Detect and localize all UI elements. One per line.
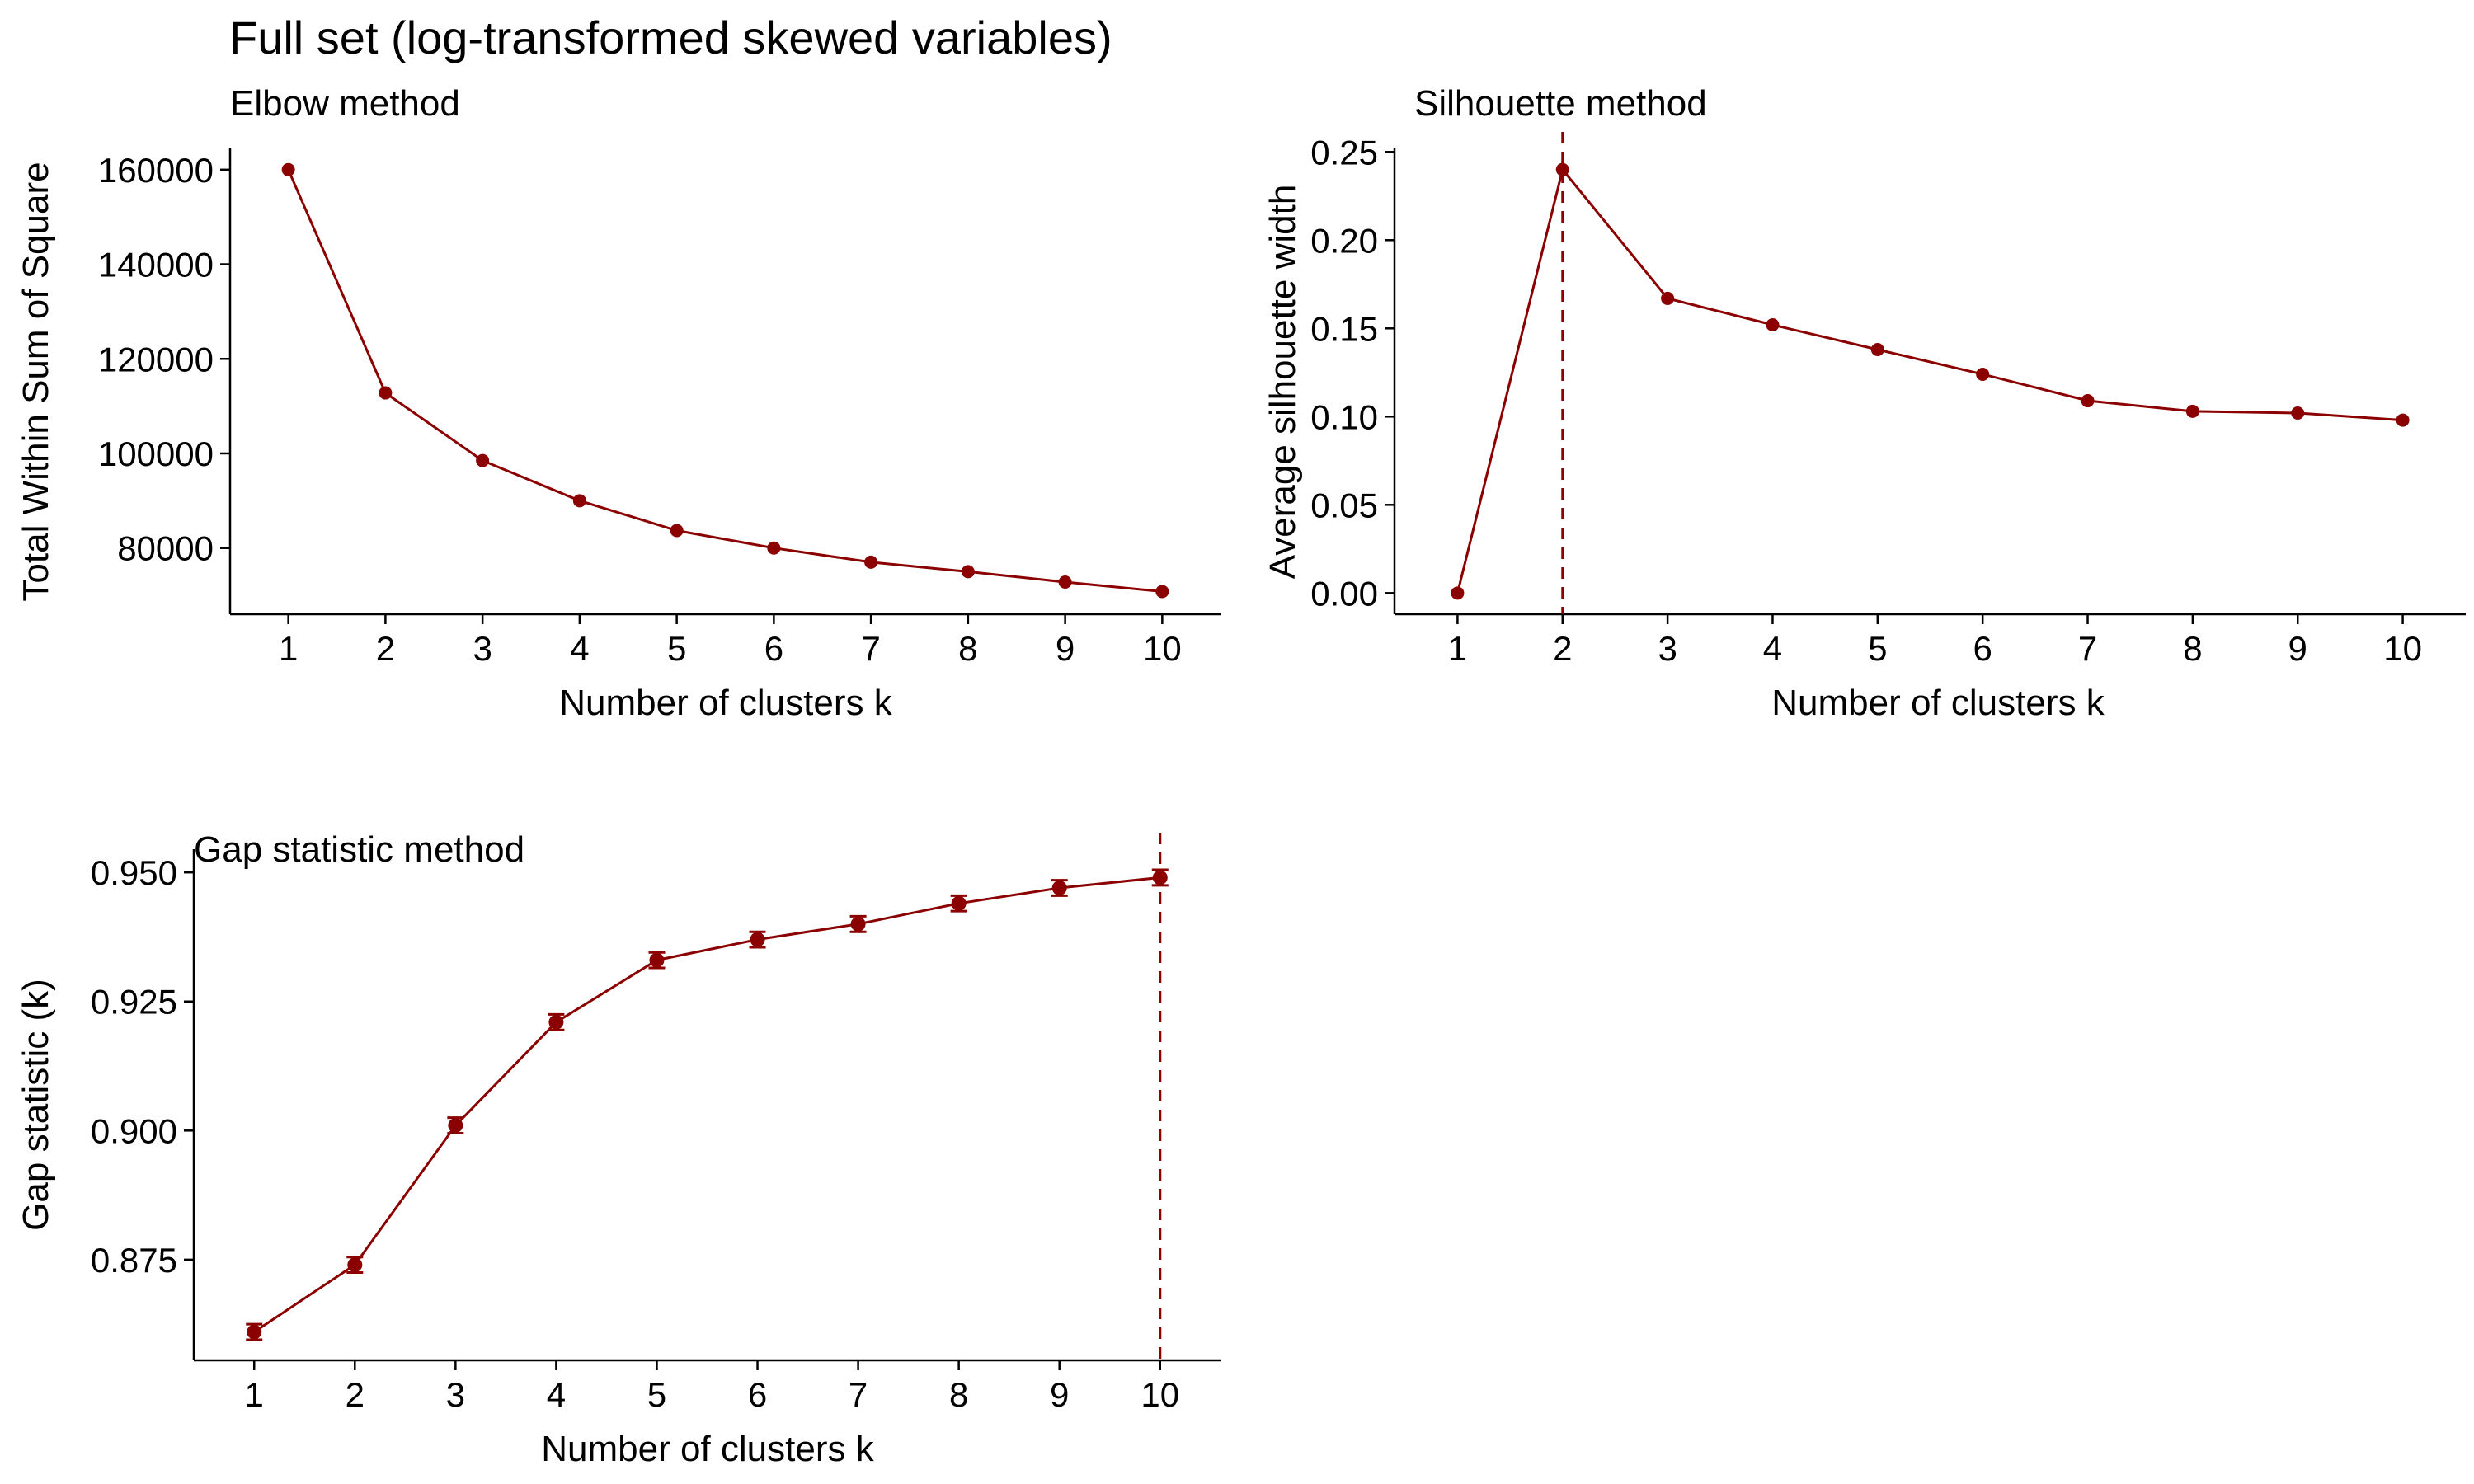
elbow-x-tick-label: 6 — [764, 629, 783, 668]
elbow-x-tick-label: 9 — [1056, 629, 1075, 668]
silhouette-x-axis-label: Number of clusters k — [1771, 683, 2105, 723]
gap-data-point — [850, 916, 866, 932]
silhouette-data-point — [1451, 586, 1465, 600]
gap-data-point — [951, 895, 967, 911]
silhouette-x-tick-label: 2 — [1553, 629, 1572, 668]
elbow-data-point — [476, 453, 490, 467]
silhouette-y-tick-label: 0.15 — [1310, 309, 1378, 348]
gap-x-tick-label: 4 — [547, 1375, 566, 1414]
gap-x-axis-label: Number of clusters k — [541, 1429, 874, 1469]
elbow-x-tick-label: 2 — [376, 629, 395, 668]
elbow-x-tick-label: 7 — [861, 629, 880, 668]
figure-title: Full set (log-transformed skewed variabl… — [229, 12, 1112, 63]
silhouette-panel: Silhouette method 0.00 0.05 0.10 0.15 0.20 0.… — [1237, 78, 2474, 738]
elbow-data-point — [961, 565, 975, 579]
silhouette-x-tick-label: 9 — [2288, 629, 2307, 668]
silhouette-y-axis-label: Average silhouette width — [1263, 185, 1303, 580]
elbow-series-line — [287, 169, 1163, 593]
elbow-x-tick-label: 8 — [958, 629, 977, 668]
gap-x-tick-label: 6 — [748, 1375, 767, 1414]
gap-data-point — [347, 1257, 363, 1273]
elbow-data-point — [670, 524, 684, 538]
silhouette-y-tick-label: 0.20 — [1310, 221, 1378, 260]
gap-data-point — [1051, 880, 1067, 895]
gap-data-point — [448, 1118, 463, 1134]
silhouette-chart: Silhouette method 0.00 0.05 0.10 0.15 0.20 0.… — [1263, 83, 2466, 723]
elbow-y-tick-label: 160000 — [98, 151, 214, 190]
silhouette-data-point — [1870, 342, 1884, 356]
gap-y-axis-label: Gap statistic (k) — [16, 979, 56, 1231]
silhouette-data-point — [1555, 162, 1569, 176]
silhouette-data-point — [1661, 291, 1675, 305]
silhouette-x-tick-label: 6 — [1973, 629, 1992, 668]
gap-data-point — [548, 1014, 564, 1030]
gap-chart: Gap statistic method 0.875 0.900 0.925 0.95… — [16, 829, 1221, 1469]
silhouette-x-tick-label: 3 — [1658, 629, 1677, 668]
silhouette-x-tick-label: 1 — [1448, 629, 1467, 668]
elbow-x-axis-label: Number of clusters k — [559, 683, 892, 723]
silhouette-x-tick-label: 7 — [2078, 629, 2097, 668]
gap-y-tick-label: 0.950 — [91, 853, 177, 892]
gap-y-tick-label: 0.925 — [91, 983, 177, 1021]
gap-panel-title: Gap statistic method — [194, 829, 524, 870]
silhouette-data-point — [2081, 394, 2095, 408]
gap-x-tick-label: 9 — [1050, 1375, 1069, 1414]
silhouette-data-point — [2185, 404, 2199, 418]
gap-data-point — [750, 932, 765, 947]
elbow-y-tick-label: 140000 — [98, 246, 214, 284]
elbow-x-tick-label: 10 — [1143, 629, 1182, 668]
gap-x-tick-label: 8 — [949, 1375, 968, 1414]
elbow-panel-title: Elbow method — [230, 83, 460, 124]
silhouette-data-point — [2396, 413, 2410, 427]
gap-x-tick-label: 7 — [849, 1375, 868, 1414]
silhouette-x-tick-label: 10 — [2383, 629, 2422, 668]
elbow-x-tick-label: 1 — [279, 629, 298, 668]
elbow-y-axis-label: Total Within Sum of Square — [16, 162, 56, 601]
gap-data-point — [649, 952, 665, 968]
elbow-x-tick-label: 5 — [667, 629, 686, 668]
silhouette-y-tick-label: 0.10 — [1310, 397, 1378, 436]
gap-data-point — [247, 1324, 262, 1340]
elbow-y-tick-label: 120000 — [98, 340, 214, 378]
silhouette-series-line — [1456, 167, 2403, 594]
silhouette-data-point — [2291, 406, 2305, 420]
gap-x-tick-label: 3 — [446, 1375, 465, 1414]
silhouette-data-point — [1976, 367, 1990, 381]
elbow-data-point — [572, 494, 586, 508]
silhouette-y-tick-label: 0.25 — [1310, 133, 1378, 171]
elbow-y-tick-label: 80000 — [117, 529, 214, 568]
gap-y-tick-label: 0.900 — [91, 1111, 177, 1150]
elbow-data-point — [1058, 575, 1072, 589]
elbow-y-tick-label: 100000 — [98, 434, 214, 473]
silhouette-data-point — [1766, 318, 1780, 332]
elbow-x-tick-label: 3 — [473, 629, 492, 668]
silhouette-x-tick-label: 8 — [2183, 629, 2202, 668]
silhouette-y-tick-label: 0.00 — [1310, 574, 1378, 613]
silhouette-x-tick-label: 5 — [1868, 629, 1887, 668]
elbow-data-point — [767, 541, 781, 555]
elbow-panel: Elbow method 80000 100000 120000 140000 1600… — [0, 78, 1237, 738]
silhouette-y-tick-label: 0.05 — [1310, 486, 1378, 524]
gap-y-tick-label: 0.875 — [91, 1241, 177, 1280]
elbow-data-point — [864, 555, 878, 569]
elbow-data-point — [281, 162, 295, 176]
gap-series-line — [253, 876, 1160, 1333]
silhouette-panel-title: Silhouette method — [1414, 83, 1707, 124]
gap-x-tick-label: 5 — [647, 1375, 666, 1414]
silhouette-x-tick-label: 4 — [1763, 629, 1782, 668]
gap-data-point — [1152, 870, 1168, 885]
gap-panel: Gap statistic method 0.875 0.900 0.925 0.95… — [0, 824, 1237, 1484]
gap-x-tick-label: 10 — [1141, 1375, 1179, 1414]
elbow-chart: Elbow method 80000 100000 120000 140000 1600… — [16, 83, 1221, 723]
elbow-data-point — [1155, 585, 1169, 599]
gap-x-tick-label: 2 — [346, 1375, 365, 1414]
elbow-x-tick-label: 4 — [570, 629, 589, 668]
elbow-data-point — [379, 386, 393, 400]
gap-x-tick-label: 1 — [245, 1375, 264, 1414]
